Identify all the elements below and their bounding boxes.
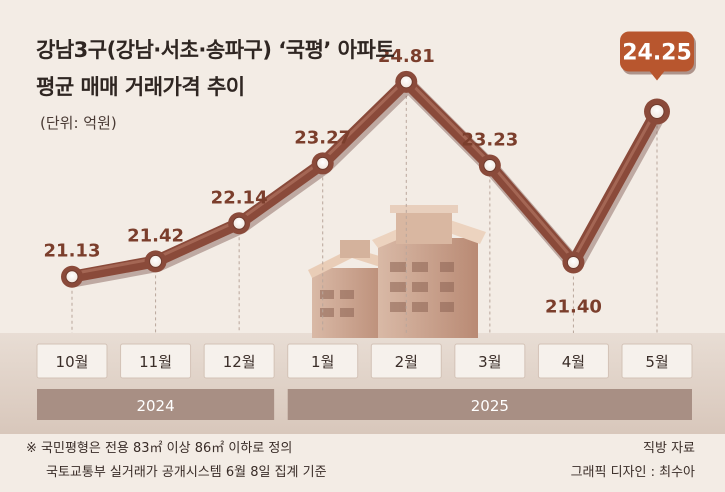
point-marker [399,75,413,89]
category-box [36,343,108,379]
unit-label: (단위: 억원) [40,114,117,132]
data-label: 21.42 [127,225,184,246]
chart-title-line1: 강남3구(강남·서초·송파구) ‘국평’ 아파트 [36,38,395,62]
highlight-callout [620,31,694,72]
data-label: 24.81 [378,46,435,67]
category-box [454,343,526,379]
category-label: 4월 [562,353,585,371]
category-label: 5월 [645,353,668,371]
building-illustration [308,205,486,338]
source-label: 직방 자료 [643,441,695,456]
data-label: 21.13 [44,241,101,262]
category-box [287,343,359,379]
point-marker [65,270,79,284]
point-marker [149,254,163,268]
point-marker [483,159,497,173]
year-bar [37,389,275,420]
category-label: 11월 [139,353,172,371]
highlight-callout-pointer [649,70,665,81]
point-marker [232,216,246,230]
category-box [621,343,693,379]
data-label: 23.27 [294,127,351,148]
category-box [370,343,442,379]
category-label: 1월 [311,353,334,371]
category-label: 10월 [56,353,89,371]
point-marker [316,156,330,170]
data-label: 21.40 [545,296,602,317]
data-label: 22.14 [211,187,268,208]
point-marker [649,104,665,119]
year-label: 2025 [471,397,509,415]
category-box [120,343,192,379]
chart-title-line2: 평균 매매 거래가격 추이 [36,75,245,99]
category-label: 2월 [395,353,418,371]
category-box [203,343,275,379]
point-marker [566,255,580,269]
data-label: 23.23 [461,130,518,151]
credit-label: 그래픽 디자인 : 최수아 [570,465,695,480]
footnote-line2: 국토교통부 실거래가 공개시스템 6월 8일 집계 기준 [46,465,327,480]
series-line [66,75,663,283]
category-label: 12월 [223,353,256,371]
year-label: 2024 [136,397,174,415]
year-bar [287,389,692,420]
footnote-line1: ※ 국민평형은 전용 83㎡ 이상 86㎡ 이하로 정의 [26,441,293,456]
series-line-highlight [70,77,659,276]
category-label: 3월 [478,353,501,371]
category-box [537,343,609,379]
data-label: 24.25 [622,41,692,66]
